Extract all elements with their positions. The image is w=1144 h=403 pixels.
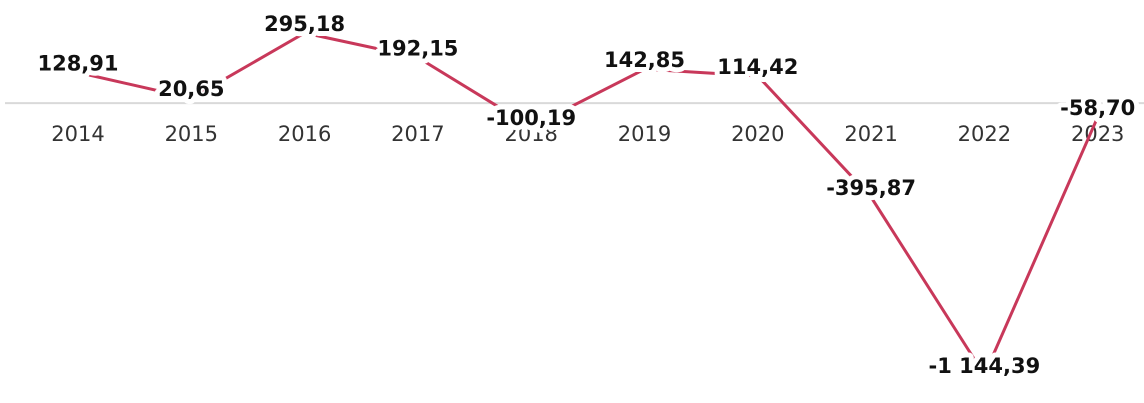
data-label: 128,91 — [37, 52, 118, 76]
data-label: 114,42 — [717, 55, 798, 79]
data-label: -1 144,39 — [929, 354, 1041, 378]
x-tick-label: 2014 — [51, 122, 104, 146]
data-label: -100,19 — [486, 106, 576, 130]
x-tick-label: 2015 — [165, 122, 218, 146]
x-tick-label: 2019 — [618, 122, 671, 146]
line — [77, 31, 1100, 379]
data-label: 20,65 — [158, 77, 224, 101]
data-label: 192,15 — [377, 36, 458, 60]
x-tick-label: 2021 — [844, 122, 897, 146]
x-tick-label: 2020 — [731, 122, 784, 146]
data-label: 295,18 — [264, 12, 345, 36]
x-tick-label: 2023 — [1071, 122, 1124, 146]
data-label: -58,70 — [1060, 96, 1135, 120]
x-tick-label: 2016 — [278, 122, 331, 146]
data-label: 142,85 — [604, 48, 685, 72]
x-tick-label: 2022 — [958, 122, 1011, 146]
x-tick-label: 2017 — [391, 122, 444, 146]
data-label: -395,87 — [826, 176, 916, 200]
